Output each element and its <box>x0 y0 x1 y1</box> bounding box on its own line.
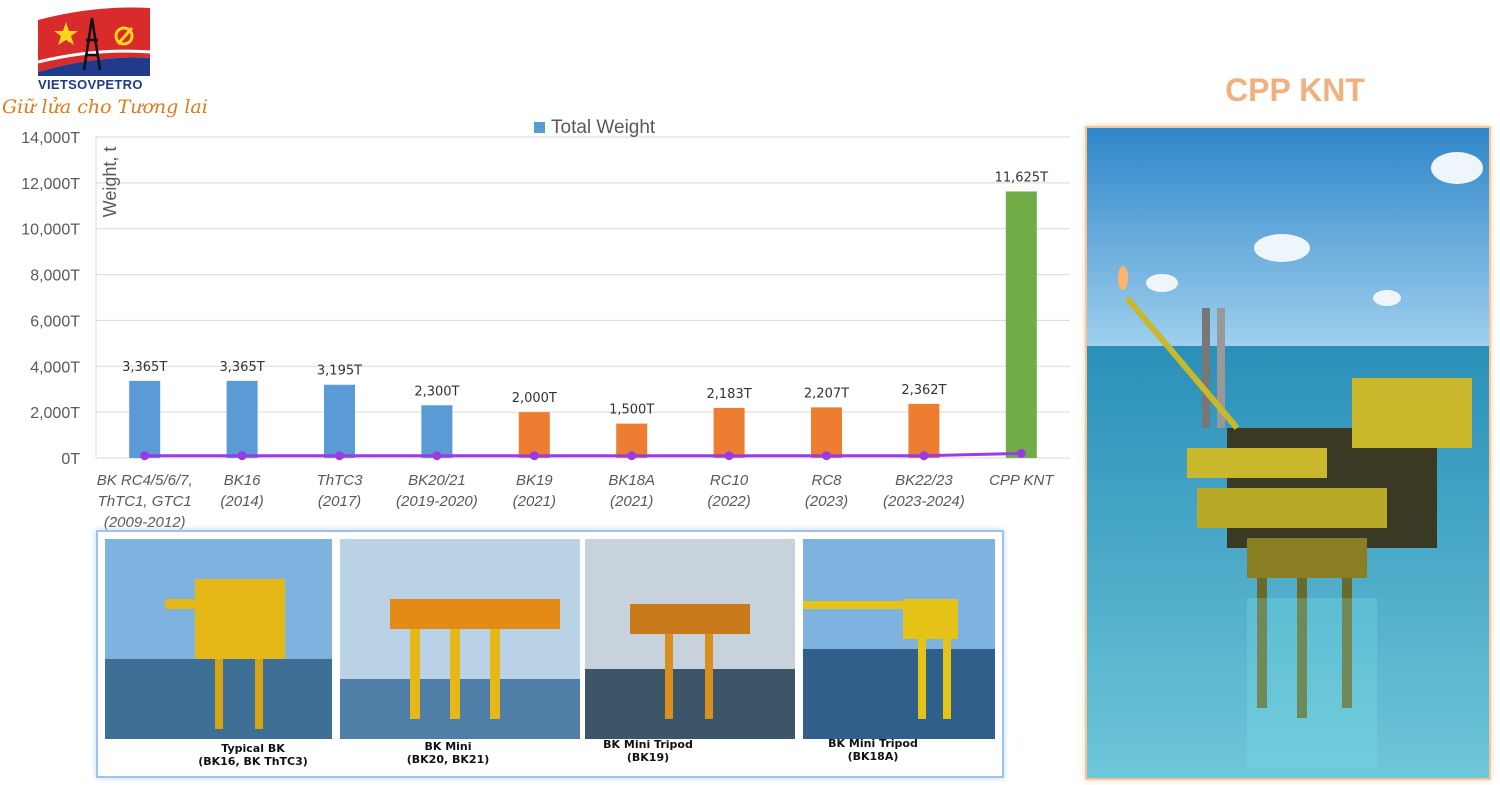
bar <box>908 403 940 458</box>
y-tick-label: 14,000T <box>21 130 80 147</box>
x-tick-label: BK18A <box>608 472 655 489</box>
bar <box>518 412 550 458</box>
bk-mini-photo <box>340 539 580 739</box>
x-tick-label: (2021) <box>610 493 653 510</box>
y-tick-label: 4,000T <box>30 359 80 376</box>
x-tick-label: ThTC1, GTC1 <box>98 493 192 510</box>
trend-point <box>919 451 929 461</box>
data-label: 3,365T <box>220 360 265 375</box>
bk-mini-tripod-bk18a-photo <box>803 539 995 739</box>
x-tick-label: (2009-2012) <box>104 514 186 530</box>
bar <box>713 407 745 458</box>
legend-swatch <box>534 122 545 133</box>
x-tick-label: BK22/23 <box>895 472 953 489</box>
y-axis-label: Weight, t <box>100 147 120 218</box>
bar <box>421 405 453 458</box>
caption-bk-mini-tripod-bk18a: BK Mini Tripod (BK18A) <box>828 737 918 763</box>
x-tick-label: BK19 <box>516 472 553 489</box>
trend-point <box>627 451 637 461</box>
data-label: 2,000T <box>512 391 557 406</box>
x-tick-label: (2014) <box>220 493 263 510</box>
data-label: 3,365T <box>122 360 167 375</box>
caption-typical-bk: Typical BK (BK16, BK ThTC3) <box>198 742 308 768</box>
y-tick-label: 0T <box>61 451 80 468</box>
x-tick-label: BK20/21 <box>408 472 466 489</box>
x-tick-label: RC8 <box>811 472 842 489</box>
data-label: 3,195T <box>317 364 362 379</box>
data-label: 1,500T <box>609 403 654 418</box>
x-tick-label: (2017) <box>318 493 361 510</box>
x-tick-label: RC10 <box>710 472 749 489</box>
data-label: 11,625T <box>995 170 1048 185</box>
trend-point <box>822 451 831 461</box>
bar <box>1005 191 1037 458</box>
data-label: 2,300T <box>414 384 459 399</box>
data-label: 2,207T <box>804 386 849 401</box>
y-tick-label: 12,000T <box>21 176 80 193</box>
weight-chart: 0T 2,000T 4,000T 6,000T 8,000T 10,000T 12,000T… <box>21 117 1070 530</box>
x-tick-label: (2023-2024) <box>883 493 965 510</box>
trend-point <box>724 451 734 461</box>
caption-bk-mini: BK Mini (BK20, BK21) <box>406 740 490 766</box>
x-tick-label: (2023) <box>805 493 848 510</box>
y-tick-label: 8,000T <box>30 268 80 285</box>
trend-point <box>335 451 344 461</box>
legend-label: Total Weight <box>551 117 656 138</box>
x-tick-label: (2019-2020) <box>396 493 478 510</box>
bar <box>129 380 161 458</box>
trend-line <box>144 451 1022 458</box>
x-tick-label: BK RC4/5/6/7, <box>97 472 193 489</box>
bar <box>226 380 258 458</box>
bar <box>324 384 355 458</box>
brand-name: VIETSOVPETRO <box>38 77 143 92</box>
cpp-knt-title: CPP KNT <box>1225 72 1365 108</box>
trend-point <box>237 451 247 461</box>
x-tick-label: ThTC3 <box>317 472 364 489</box>
x-tick-label: (2021) <box>513 493 556 510</box>
data-label: 2,362T <box>901 383 946 398</box>
bk-mini-tripod-bk19-photo <box>585 539 795 739</box>
data-label: 2,183T <box>707 387 752 402</box>
y-tick-label: 10,000T <box>21 222 80 239</box>
y-tick-label: 2,000T <box>30 405 80 422</box>
trend-point <box>1016 448 1026 458</box>
platform-gallery: Typical BK (BK16, BK ThTC3) BK Mini (BK20,… <box>96 530 1004 778</box>
cpp-knt-image <box>1085 126 1491 780</box>
typical-bk-photo <box>105 539 332 739</box>
x-tick-label: CPP KNT <box>989 472 1055 489</box>
x-tick-label: (2022) <box>707 493 750 510</box>
y-tick-label: 6,000T <box>30 313 80 330</box>
x-tick-label: BK16 <box>224 472 261 489</box>
trend-point <box>432 451 442 461</box>
trend-point <box>140 451 150 461</box>
bar <box>811 407 842 458</box>
vietsovpetro-logo <box>37 7 151 76</box>
slogan: Giữ lửa cho Tương lai <box>2 96 208 118</box>
caption-bk-mini-tripod-bk19: BK Mini Tripod (BK19) <box>603 738 693 764</box>
trend-point <box>529 451 539 461</box>
